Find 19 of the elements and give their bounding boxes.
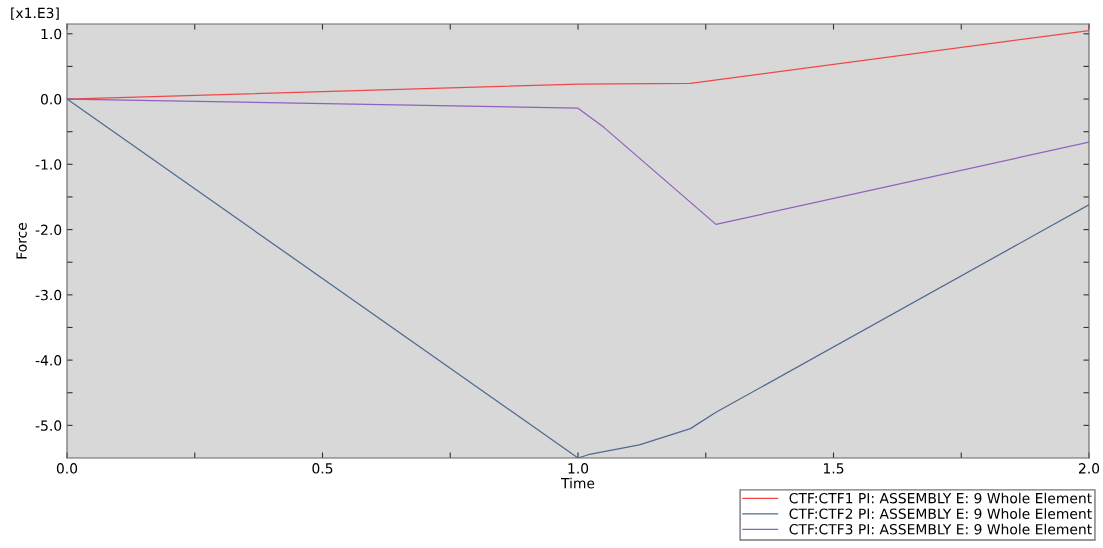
y-tick-label: -1.0	[35, 159, 62, 170]
text: [x1.E3]	[11, 7, 59, 20]
line-series	[67, 98, 1089, 225]
y-tick-label: 0.0	[40, 94, 62, 105]
y-tick-label: -4.0	[35, 355, 62, 366]
x-tick-label: 1.5	[823, 463, 844, 474]
legend-label: CTF:CTF3 PI: ASSEMBLY E: 9 Whole Element	[789, 523, 1092, 535]
y-tick-label: -3.0	[35, 289, 62, 301]
y-axis-title: Force	[16, 222, 27, 259]
y-tick-label: 1.0	[41, 28, 62, 40]
legend-label: CTF:CTF2 PI: ASSEMBLY E: 9 Whole Element	[789, 508, 1092, 519]
x-axis-title: Time	[560, 477, 595, 489]
x-tick-label: 1.0	[568, 463, 589, 474]
legend-label: CTF:CTF1 PI: ASSEMBLY E: 9 Whole Element	[789, 492, 1092, 504]
x-tick-label: 2.0	[1078, 463, 1100, 474]
y-tick-label: -2.0	[35, 224, 62, 236]
x-tick-label: 0.0	[56, 463, 78, 474]
x-tick-label: 0.5	[312, 463, 333, 474]
y-tick-label: -5.0	[35, 420, 62, 431]
